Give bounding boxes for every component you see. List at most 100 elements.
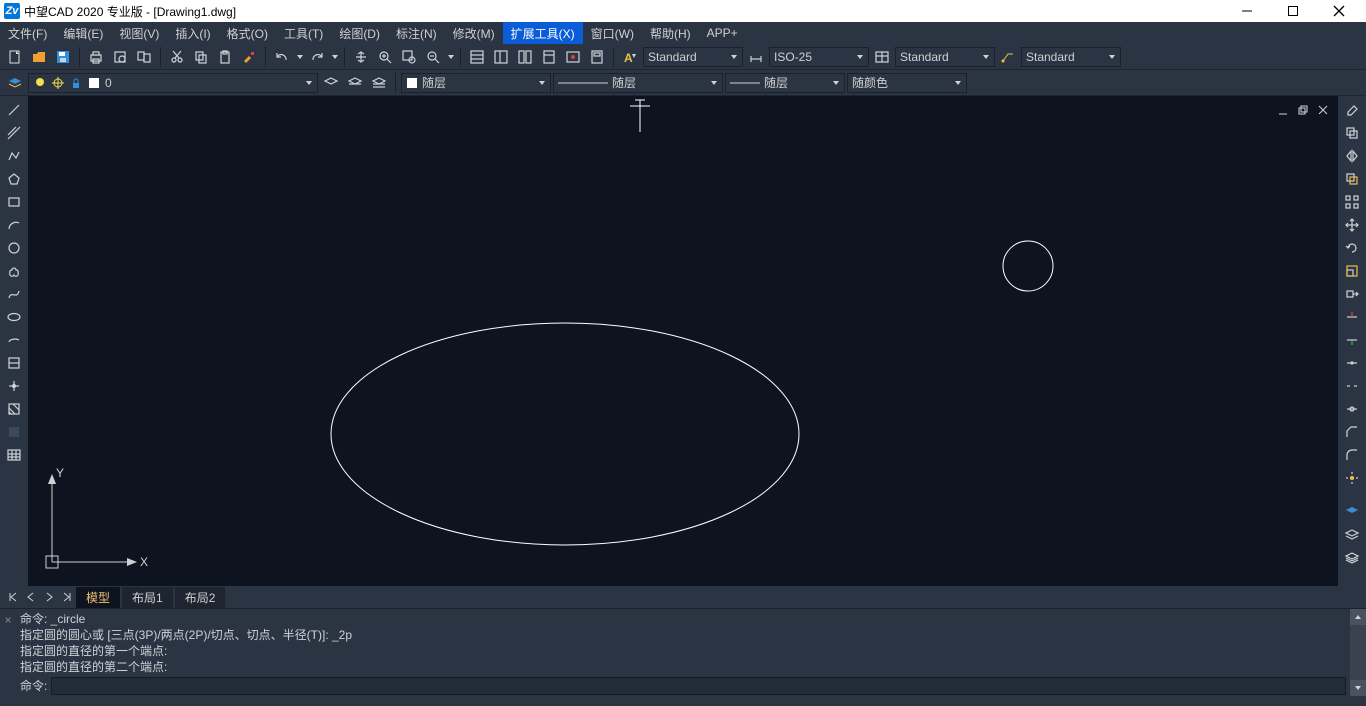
dim-style-combo[interactable]: ISO-25 bbox=[769, 47, 869, 67]
layer-state-c-icon[interactable] bbox=[368, 72, 390, 94]
markup-icon[interactable] bbox=[562, 46, 584, 68]
tab-first-button[interactable] bbox=[4, 588, 22, 606]
layer-mgr-b-icon[interactable] bbox=[1341, 525, 1363, 545]
print-preview-icon[interactable] bbox=[109, 46, 131, 68]
rectangle-icon[interactable] bbox=[3, 192, 25, 212]
menu-item[interactable]: 绘图(D) bbox=[331, 22, 388, 44]
menu-item[interactable]: 标注(N) bbox=[388, 22, 445, 44]
table-style-icon[interactable] bbox=[871, 46, 893, 68]
open-icon[interactable] bbox=[28, 46, 50, 68]
table-style-combo[interactable]: Standard bbox=[895, 47, 995, 67]
layer-mgr-c-icon[interactable] bbox=[1341, 548, 1363, 568]
layout-tab[interactable]: 布局1 bbox=[122, 587, 173, 608]
paste-icon[interactable] bbox=[214, 46, 236, 68]
mleader-style-icon[interactable] bbox=[997, 46, 1019, 68]
menu-item[interactable]: 编辑(E) bbox=[55, 22, 111, 44]
menu-item[interactable]: 视图(V) bbox=[111, 22, 167, 44]
undo-icon[interactable] bbox=[271, 46, 293, 68]
tool-palette-icon[interactable] bbox=[514, 46, 536, 68]
drawing-canvas[interactable]: Y X bbox=[28, 96, 1338, 586]
text-style-combo[interactable]: Standard bbox=[643, 47, 743, 67]
dim-style-icon[interactable] bbox=[745, 46, 767, 68]
layer-state-a-icon[interactable] bbox=[320, 72, 342, 94]
stretch-icon[interactable] bbox=[1341, 284, 1363, 304]
spline-icon[interactable] bbox=[3, 284, 25, 304]
zoom-realtime-icon[interactable] bbox=[374, 46, 396, 68]
menu-item[interactable]: 修改(M) bbox=[445, 22, 503, 44]
hatch-icon[interactable] bbox=[3, 399, 25, 419]
menu-item[interactable]: 插入(I) bbox=[167, 22, 218, 44]
break-point-icon[interactable] bbox=[1341, 353, 1363, 373]
tab-next-button[interactable] bbox=[40, 588, 58, 606]
calculator-icon[interactable] bbox=[586, 46, 608, 68]
minimize-button[interactable] bbox=[1224, 0, 1270, 22]
extend-icon[interactable] bbox=[1341, 330, 1363, 350]
break-icon[interactable] bbox=[1341, 376, 1363, 396]
construction-line-icon[interactable] bbox=[3, 123, 25, 143]
redo-icon[interactable] bbox=[306, 46, 328, 68]
layer-mgr-a-icon[interactable] bbox=[1341, 502, 1363, 522]
text-style-icon[interactable]: A bbox=[619, 46, 641, 68]
save-icon[interactable] bbox=[52, 46, 74, 68]
line-icon[interactable] bbox=[3, 100, 25, 120]
new-icon[interactable] bbox=[4, 46, 26, 68]
redo-dropdown[interactable] bbox=[330, 53, 339, 61]
offset-icon[interactable] bbox=[1341, 169, 1363, 189]
copy-icon[interactable] bbox=[190, 46, 212, 68]
ellipse-arc-icon[interactable] bbox=[3, 330, 25, 350]
menu-item[interactable]: 帮助(H) bbox=[642, 22, 699, 44]
tab-prev-button[interactable] bbox=[22, 588, 40, 606]
table-icon[interactable] bbox=[3, 445, 25, 465]
fillet-icon[interactable] bbox=[1341, 445, 1363, 465]
mleader-style-combo[interactable]: Standard bbox=[1021, 47, 1121, 67]
publish-icon[interactable] bbox=[133, 46, 155, 68]
circle-icon[interactable] bbox=[3, 238, 25, 258]
polygon-icon[interactable] bbox=[3, 169, 25, 189]
erase-icon[interactable] bbox=[1341, 100, 1363, 120]
maximize-button[interactable] bbox=[1270, 0, 1316, 22]
command-scrollbar[interactable] bbox=[1350, 609, 1366, 696]
properties-icon[interactable] bbox=[466, 46, 488, 68]
scroll-up-button[interactable] bbox=[1350, 609, 1366, 625]
layout-tab[interactable]: 模型 bbox=[76, 587, 120, 608]
match-prop-icon[interactable] bbox=[238, 46, 260, 68]
copy-icon[interactable] bbox=[1341, 123, 1363, 143]
point-icon[interactable] bbox=[3, 376, 25, 396]
plotstyle-combo[interactable]: 随颜色 bbox=[847, 73, 967, 93]
design-center-icon[interactable] bbox=[490, 46, 512, 68]
zoom-window-icon[interactable] bbox=[398, 46, 420, 68]
arc-icon[interactable] bbox=[3, 215, 25, 235]
array-icon[interactable] bbox=[1341, 192, 1363, 212]
join-icon[interactable] bbox=[1341, 399, 1363, 419]
polyline-icon[interactable] bbox=[3, 146, 25, 166]
layout-tab[interactable]: 布局2 bbox=[175, 587, 226, 608]
cut-icon[interactable] bbox=[166, 46, 188, 68]
command-input[interactable] bbox=[51, 677, 1346, 695]
menu-item[interactable]: 文件(F) bbox=[0, 22, 55, 44]
move-icon[interactable] bbox=[1341, 215, 1363, 235]
menu-item[interactable]: 格式(O) bbox=[219, 22, 276, 44]
sheet-set-icon[interactable] bbox=[538, 46, 560, 68]
print-icon[interactable] bbox=[85, 46, 107, 68]
chamfer-icon[interactable] bbox=[1341, 422, 1363, 442]
region-icon[interactable] bbox=[3, 422, 25, 442]
linetype-combo[interactable]: 随层 bbox=[553, 73, 723, 93]
lineweight-combo[interactable]: 随层 bbox=[725, 73, 845, 93]
layer-combo[interactable]: 0 bbox=[28, 73, 318, 93]
undo-dropdown[interactable] bbox=[295, 53, 304, 61]
pan-icon[interactable] bbox=[350, 46, 372, 68]
mirror-icon[interactable] bbox=[1341, 146, 1363, 166]
scale-icon[interactable] bbox=[1341, 261, 1363, 281]
block-icon[interactable] bbox=[3, 353, 25, 373]
menu-item[interactable]: 工具(T) bbox=[276, 22, 331, 44]
menu-item[interactable]: 扩展工具(X) bbox=[503, 22, 583, 44]
ellipse-icon[interactable] bbox=[3, 307, 25, 327]
zoom-prev-icon[interactable] bbox=[422, 46, 444, 68]
scroll-down-button[interactable] bbox=[1350, 680, 1366, 696]
menu-item[interactable]: 窗口(W) bbox=[583, 22, 642, 44]
close-button[interactable] bbox=[1316, 0, 1362, 22]
color-combo[interactable]: 随层 bbox=[401, 73, 551, 93]
layer-state-b-icon[interactable] bbox=[344, 72, 366, 94]
zoom-dropdown[interactable] bbox=[446, 53, 455, 61]
command-close-button[interactable]: × bbox=[0, 609, 16, 696]
